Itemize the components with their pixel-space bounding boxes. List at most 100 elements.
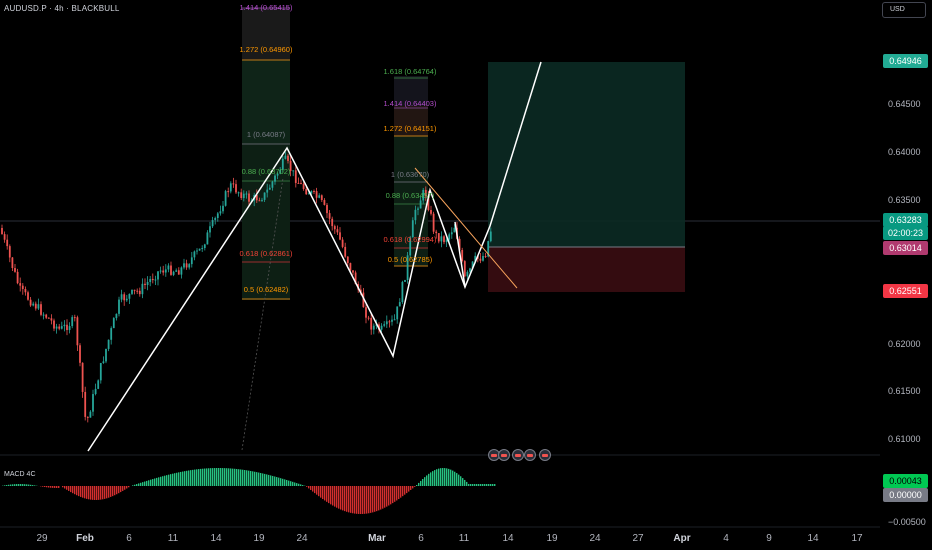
candle-body [411, 220, 414, 238]
candle-body [326, 204, 328, 214]
candle-body [149, 278, 152, 282]
candle-body [445, 239, 448, 243]
pattern-segment [454, 221, 466, 288]
macd-bar [124, 486, 126, 490]
macd-bar [282, 478, 284, 486]
candle-body [73, 317, 76, 319]
macd-bar [370, 486, 372, 513]
economic-event-icon[interactable] [512, 449, 524, 461]
candle-body [6, 239, 9, 247]
candle-body [172, 271, 175, 275]
price-label: 0.64000 [888, 147, 921, 157]
macd-bar [246, 470, 248, 486]
candle-body [128, 293, 131, 299]
macd-bar [120, 486, 122, 493]
candle-body [422, 189, 425, 201]
candle-body [42, 314, 45, 316]
candle-body [32, 303, 35, 306]
candle-body [219, 211, 222, 214]
currency-button[interactable]: USD [882, 2, 926, 18]
candle-body [66, 324, 68, 331]
candle-body [370, 318, 373, 330]
economic-event-icon[interactable] [498, 449, 510, 461]
candle-body [302, 183, 305, 190]
macd-bar [492, 484, 494, 486]
candle-body [235, 184, 237, 193]
position-stop-zone [488, 247, 685, 292]
economic-event-icon[interactable] [539, 449, 551, 461]
macd-bar [378, 486, 380, 511]
macd-bar [30, 484, 32, 486]
candle-body [271, 181, 274, 188]
macd-bar [354, 486, 356, 514]
macd-bar [390, 486, 392, 505]
candle-body [216, 213, 219, 218]
macd-bar [274, 476, 276, 486]
time-label: Apr [673, 533, 691, 544]
macd-bar [138, 483, 140, 486]
candle-body [391, 319, 393, 322]
candle-body [484, 256, 487, 258]
macd-bar [154, 478, 156, 486]
macd-bar [234, 468, 236, 486]
macd-bar [192, 469, 194, 486]
macd-bar [396, 486, 398, 501]
macd-bar [406, 486, 408, 494]
macd-bar [88, 486, 90, 500]
candle-body [27, 292, 29, 300]
macd-bar [422, 478, 424, 486]
macd-bar [32, 485, 34, 486]
macd-bar [80, 486, 82, 497]
macd-bar [106, 486, 108, 499]
fib-right-level: 1.272 (0.64151) [383, 124, 437, 133]
candle-body [453, 227, 456, 233]
macd-bar [24, 484, 26, 486]
macd-bar [474, 484, 476, 486]
candle-body [237, 192, 240, 194]
candle-body [177, 270, 180, 275]
symbol-title[interactable]: AUDUSD.P · 4h · BLACKBULL [4, 4, 120, 13]
candle-body [287, 155, 289, 161]
candle-countdown: 02:00:23 [883, 226, 928, 240]
macd-bar [22, 484, 24, 486]
macd-bar [460, 476, 462, 486]
macd-bar [266, 474, 268, 486]
macd-bar [458, 474, 460, 486]
macd-bar [156, 477, 158, 486]
candle-body [68, 326, 71, 331]
macd-bar [190, 470, 192, 486]
macd-bar [212, 468, 214, 486]
time-label: 19 [253, 533, 265, 544]
macd-bar [364, 486, 366, 514]
candle-body [24, 289, 27, 293]
macd-bar [296, 483, 298, 486]
macd-bar [102, 486, 104, 500]
macd-bar [132, 485, 134, 486]
macd-bar [258, 472, 260, 486]
macd-bar [6, 485, 8, 486]
macd-bar [298, 483, 300, 486]
economic-event-icon[interactable] [524, 449, 536, 461]
macd-bar [372, 486, 374, 513]
candle-body [118, 299, 120, 314]
candle-body [487, 241, 490, 257]
macd-bar [428, 473, 430, 486]
fib-left-level: 0.618 (0.62861) [239, 249, 293, 258]
candle-body [289, 160, 292, 172]
candle-body [188, 264, 191, 268]
macd-bar [48, 486, 50, 488]
fib-right-level: 0.618 (0.62994) [383, 235, 437, 244]
candle-body [29, 299, 32, 306]
candle-body [450, 232, 453, 235]
candle-body [443, 236, 445, 243]
macd-bar [62, 486, 64, 488]
macd-bar [324, 486, 326, 501]
candle-body [339, 232, 341, 240]
price-label: 0.64500 [888, 99, 921, 109]
macd-bar [72, 486, 74, 494]
macd-indicator-label[interactable]: MACD 4C [4, 471, 36, 478]
macd-bar [46, 486, 48, 488]
macd-bar [110, 486, 112, 497]
